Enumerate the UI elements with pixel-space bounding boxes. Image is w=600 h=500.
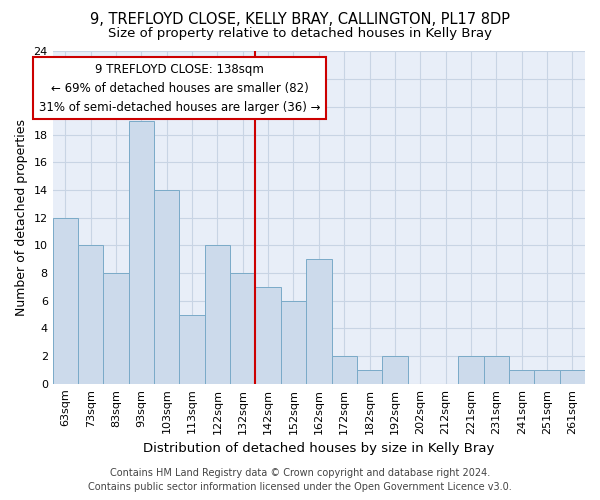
Bar — [357, 370, 382, 384]
Bar — [129, 120, 154, 384]
Bar — [458, 356, 484, 384]
Text: 9, TREFLOYD CLOSE, KELLY BRAY, CALLINGTON, PL17 8DP: 9, TREFLOYD CLOSE, KELLY BRAY, CALLINGTO… — [90, 12, 510, 28]
Bar — [332, 356, 357, 384]
Bar — [382, 356, 407, 384]
Bar — [306, 259, 332, 384]
Text: 9 TREFLOYD CLOSE: 138sqm
← 69% of detached houses are smaller (82)
31% of semi-d: 9 TREFLOYD CLOSE: 138sqm ← 69% of detach… — [38, 62, 320, 114]
Text: Size of property relative to detached houses in Kelly Bray: Size of property relative to detached ho… — [108, 28, 492, 40]
Bar — [256, 287, 281, 384]
Bar — [154, 190, 179, 384]
Bar — [281, 300, 306, 384]
Bar — [53, 218, 78, 384]
Text: Contains HM Land Registry data © Crown copyright and database right 2024.
Contai: Contains HM Land Registry data © Crown c… — [88, 468, 512, 492]
Bar — [484, 356, 509, 384]
Bar — [78, 246, 103, 384]
Bar — [560, 370, 585, 384]
Bar — [535, 370, 560, 384]
Bar — [509, 370, 535, 384]
Y-axis label: Number of detached properties: Number of detached properties — [15, 119, 28, 316]
Bar — [103, 273, 129, 384]
Bar — [230, 273, 256, 384]
Bar — [205, 246, 230, 384]
Bar — [179, 314, 205, 384]
X-axis label: Distribution of detached houses by size in Kelly Bray: Distribution of detached houses by size … — [143, 442, 494, 455]
